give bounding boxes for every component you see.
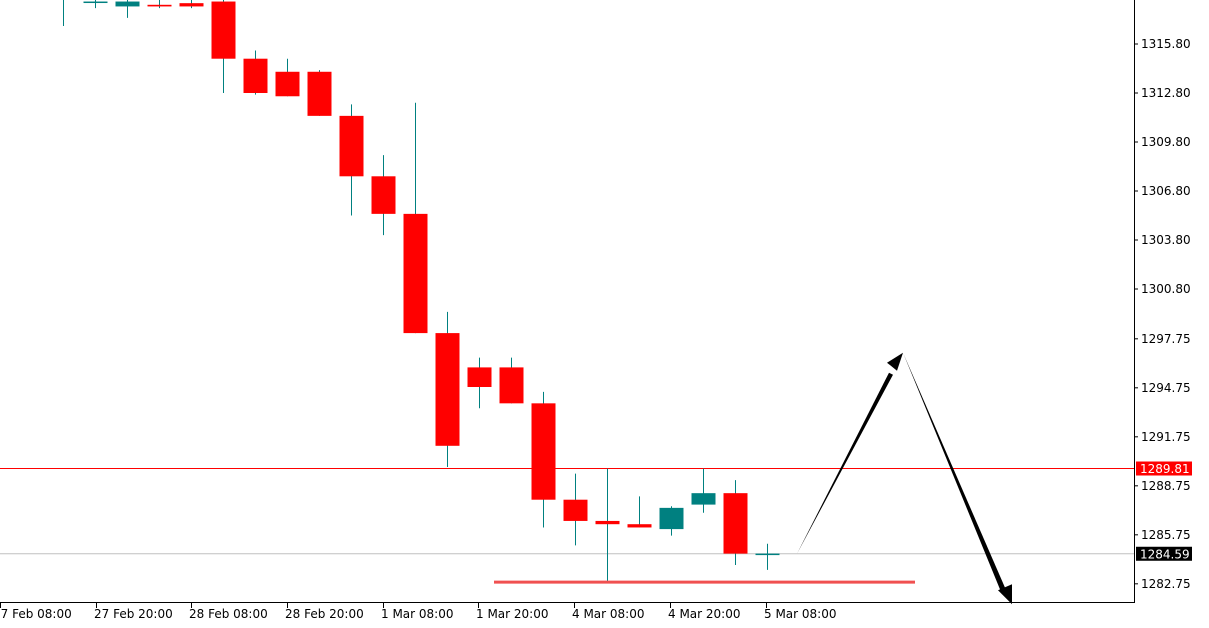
candle [339,104,364,216]
level-price-tag-text: 1289.81 [1140,462,1190,476]
candle [755,543,780,570]
arrowhead-up [887,352,903,371]
x-tick-label: 28 Feb 08:00 [189,607,268,621]
y-tick-label: 1300.80 [1141,282,1191,296]
candle [63,0,64,27]
candle-body [723,493,748,554]
candle-body [467,367,492,387]
drawing-objects [494,352,1012,605]
candle-body [275,71,300,97]
horizontal-lines [0,468,1134,555]
candle [627,496,652,528]
y-tick-label: 1288.75 [1141,479,1191,493]
y-tick-label: 1294.75 [1141,381,1191,395]
candle-body [499,367,524,404]
candle [307,70,332,116]
y-tick-label: 1309.80 [1141,135,1191,149]
candle [691,468,716,513]
candle [659,506,684,536]
y-tick-label: 1303.80 [1141,233,1191,247]
candle-body [83,1,108,4]
candle-body [307,71,332,116]
candle-body [755,553,780,556]
candle-body [339,115,364,177]
y-tick-label: 1285.75 [1141,528,1191,542]
candle-body [531,403,556,500]
candle [275,58,300,97]
candle [595,468,620,582]
candle-body [147,4,172,7]
projection-arrow-up [797,372,893,554]
x-tick-label: 4 Mar 20:00 [668,607,741,621]
candle [179,0,204,9]
candle-body [595,520,620,525]
x-tick-label: 5 Mar 08:00 [764,607,837,621]
candle [435,311,460,468]
candle-body [659,507,684,530]
level-price-tag-bg [1136,461,1192,476]
x-tick-label: 27 Feb 20:00 [94,607,173,621]
candle [499,357,524,404]
candle [83,0,108,9]
x-tick-label: 4 Mar 08:00 [572,607,645,621]
y-tick-label: 1282.75 [1141,577,1191,591]
candle-body [563,499,588,521]
candle-body [435,333,460,446]
candle [115,0,140,18]
time-axis: 27 Feb 08:00 27 Feb 20:00 28 Feb 08:00 28 F… [0,603,837,621]
candle [243,50,268,95]
candle [723,480,748,566]
y-tick-label: 1312.80 [1141,86,1191,100]
candle [563,473,588,546]
candle-body [179,3,204,7]
x-tick-label: 28 Feb 20:00 [285,607,364,621]
y-tick-label: 1315.80 [1141,37,1191,51]
x-tick-label: 1 Mar 20:00 [476,607,549,621]
projection-arrow-down [903,352,1007,595]
y-tick-label: 1306.80 [1141,184,1191,198]
candle [211,0,236,93]
candle-body [627,524,652,528]
candle-body [403,213,428,334]
arrowhead-down [998,584,1012,605]
candle-body [243,58,268,93]
candle [147,0,172,9]
x-tick-label: 27 Feb 08:00 [0,607,72,621]
current-price-tag-bg [1136,546,1192,561]
candle [403,102,428,334]
price-axis: 1315.80 1312.80 1309.80 1306.80 1303.80 1300.… [1134,37,1191,591]
candle-body [115,1,140,7]
candlesticks [63,0,780,582]
candle [531,391,556,528]
y-tick-label: 1297.75 [1141,332,1191,346]
current-price-tag-text: 1284.59 [1140,547,1190,561]
x-tick-label: 1 Mar 08:00 [381,607,454,621]
candle-body [211,1,236,59]
candle-body [691,493,716,505]
candle [371,155,396,236]
candle-body [371,176,396,214]
price-tags: 1289.81 1284.59 [1136,461,1192,561]
y-tick-label: 1291.75 [1141,430,1191,444]
candle [467,357,492,409]
